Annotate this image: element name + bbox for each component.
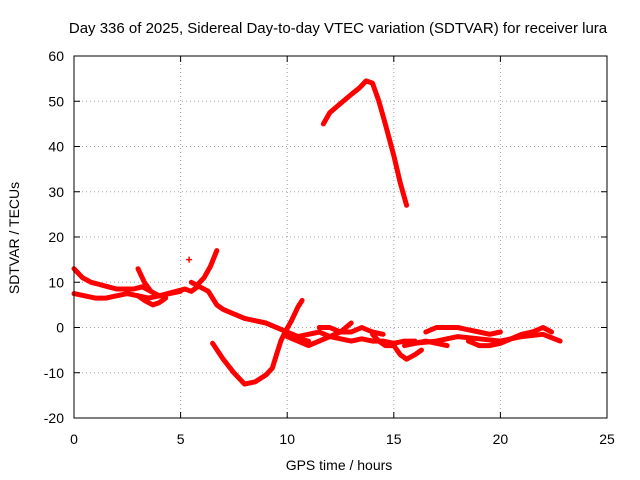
series-track-l bbox=[370, 331, 424, 362]
y-tick-label: 60 bbox=[48, 48, 64, 64]
point-marker bbox=[186, 256, 193, 263]
series-track-q bbox=[320, 78, 410, 208]
series-track-h bbox=[274, 297, 305, 358]
x-tick-label: 5 bbox=[177, 431, 185, 447]
plot-frame bbox=[73, 55, 608, 419]
chart-title: Day 336 of 2025, Sidereal Day-to-day VTE… bbox=[69, 20, 608, 37]
y-tick-label: 10 bbox=[48, 274, 64, 290]
y-axis-label: SDTVAR / TECUs bbox=[6, 182, 22, 294]
y-tick-label: 20 bbox=[48, 229, 64, 245]
x-tick-label: 15 bbox=[386, 431, 402, 447]
y-tick-label: 0 bbox=[56, 320, 64, 336]
grid-lines bbox=[74, 56, 607, 418]
y-tick-label: 50 bbox=[48, 93, 64, 109]
series-track-c bbox=[135, 266, 201, 299]
series-track-n bbox=[423, 325, 503, 337]
series-track-a bbox=[71, 266, 154, 294]
series-track-f bbox=[195, 248, 220, 287]
x-tick-label: 0 bbox=[70, 431, 78, 447]
series-track-m bbox=[412, 331, 563, 346]
series-track-i bbox=[263, 320, 354, 340]
y-tick-label: -20 bbox=[44, 410, 64, 426]
x-tick-label: 10 bbox=[279, 431, 295, 447]
y-tick-label: 40 bbox=[48, 139, 64, 155]
axis-ticks: 0 5 10 15 20 25 -20 -10 0 10 20 30 40 50 60 bbox=[44, 48, 615, 447]
y-tick-label: 30 bbox=[48, 184, 64, 200]
series-track-d bbox=[135, 293, 169, 308]
series-track-p bbox=[402, 338, 450, 349]
x-tick-label: 20 bbox=[493, 431, 509, 447]
x-tick-label: 25 bbox=[599, 431, 615, 447]
series-track-g bbox=[210, 340, 279, 387]
data-series bbox=[71, 78, 563, 387]
series-track-o bbox=[465, 325, 555, 349]
x-axis-label: GPS time / hours bbox=[286, 457, 393, 473]
y-tick-label: -10 bbox=[44, 365, 64, 381]
